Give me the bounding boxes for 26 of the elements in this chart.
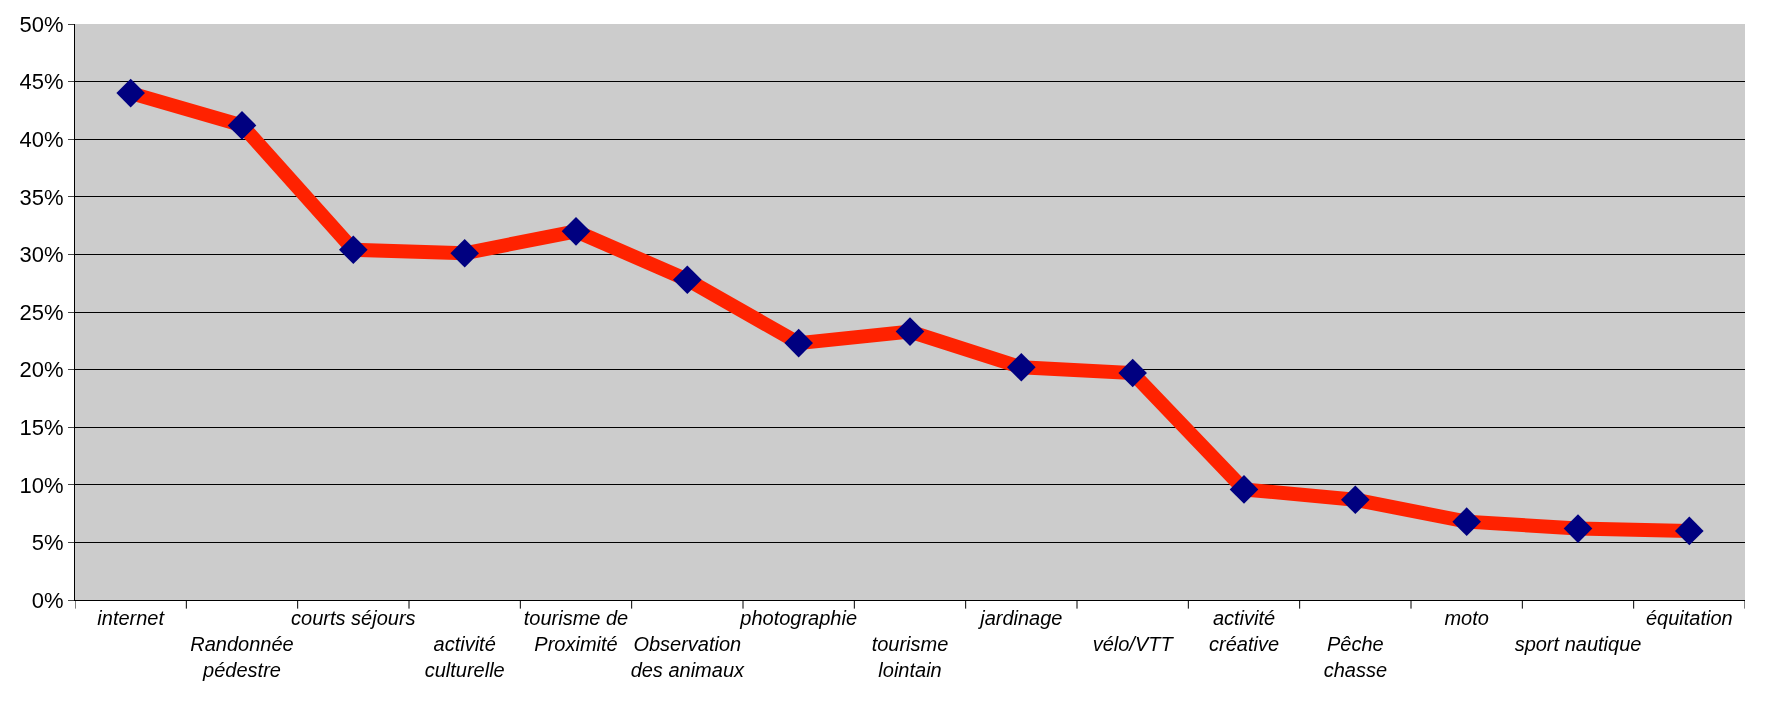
x-tick-label: tourisme lointain bbox=[871, 633, 949, 681]
x-tick-label: vélo/VTT bbox=[1092, 633, 1175, 655]
y-tick-label: 20% bbox=[19, 357, 64, 383]
x-tick-label: activité créative bbox=[1208, 607, 1280, 655]
y-tick-label: 25% bbox=[19, 299, 64, 325]
x-tick-label: jardinage bbox=[977, 607, 1063, 629]
y-tick-label: 10% bbox=[19, 472, 64, 498]
y-tick-label: 35% bbox=[19, 184, 64, 210]
y-tick-label: 40% bbox=[19, 126, 64, 152]
x-tick-label: sport nautique bbox=[1514, 633, 1642, 655]
x-tick-label: Randonnée pédestre bbox=[190, 633, 294, 681]
x-tick-label: tourisme de Proximité bbox=[523, 607, 629, 655]
y-tick-label: 30% bbox=[19, 242, 64, 268]
y-tick-label: 45% bbox=[19, 69, 64, 95]
x-tick-label: courts séjours bbox=[291, 607, 416, 629]
x-tick-label: internet bbox=[97, 607, 166, 629]
y-tick-label: 50% bbox=[19, 11, 64, 37]
x-tick-label: équitation bbox=[1645, 607, 1733, 629]
y-tick-label: 15% bbox=[19, 414, 64, 440]
y-tick-label: 5% bbox=[31, 530, 64, 556]
x-tick-label: moto bbox=[1444, 607, 1489, 629]
x-tick-label: Pêche chasse bbox=[1323, 633, 1388, 681]
y-tick-label: 0% bbox=[31, 587, 64, 613]
x-tick-label: Observation des animaux bbox=[630, 633, 746, 681]
x-tick-label: activité culturelle bbox=[424, 633, 505, 681]
x-tick-label: photographie bbox=[739, 607, 858, 629]
